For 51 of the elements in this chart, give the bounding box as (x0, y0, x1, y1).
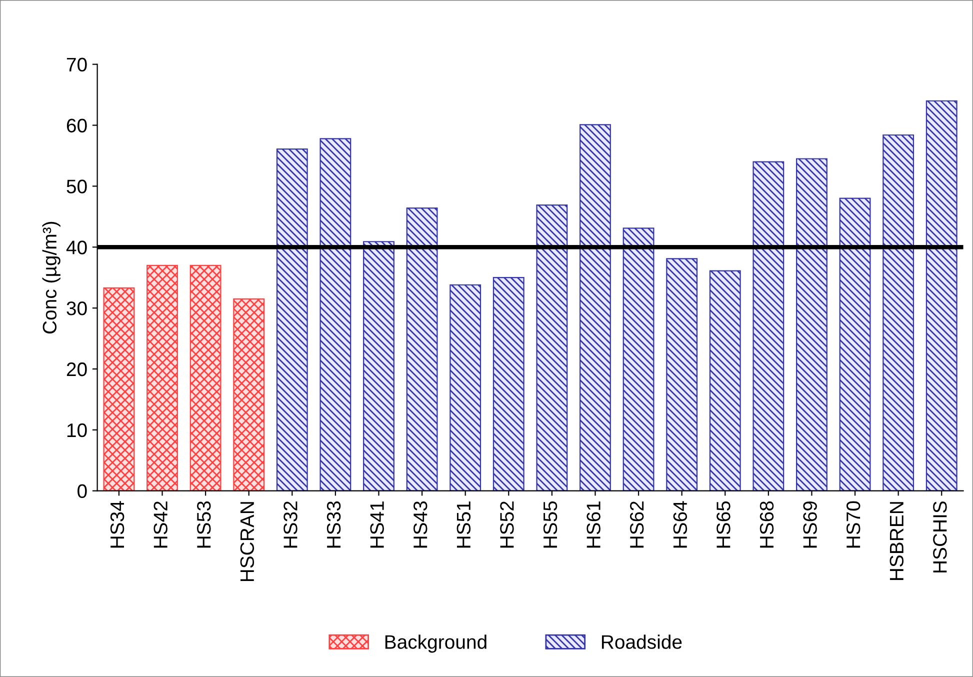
x-tick-label: HS62 (630, 502, 644, 548)
x-tick-label: HS65 (716, 501, 730, 548)
bar (536, 204, 568, 491)
bar (839, 198, 871, 491)
bar (450, 284, 482, 491)
x-tick-label: HS41 (370, 501, 384, 548)
x-tick-label: HS32 (284, 502, 298, 548)
bar (622, 228, 654, 491)
x-tick-label: HSCHIS (933, 501, 947, 572)
bar (580, 124, 611, 491)
bar (882, 134, 914, 491)
x-tick-label: HS34 (110, 501, 124, 548)
legend-label: Background (385, 634, 486, 653)
bar (190, 264, 222, 491)
x-tick-label: HS52 (500, 502, 514, 548)
bar (926, 100, 958, 491)
bar (146, 264, 178, 491)
x-tick-label: HS70 (846, 501, 860, 548)
y-tick-label: 70 (66, 58, 87, 72)
x-tick-label: HS51 (456, 501, 471, 548)
bar (492, 277, 524, 491)
y-axis-title: Conc (µg/m³) (42, 222, 60, 334)
x-tick-label: HS69 (803, 501, 817, 548)
x-tick-label: HS68 (760, 501, 774, 548)
x-tick-label: HS61 (586, 501, 600, 548)
y-tick-label: 50 (66, 180, 87, 194)
bar (796, 158, 828, 491)
bar (276, 148, 308, 491)
y-tick-label: 0 (78, 484, 87, 498)
bar (709, 270, 741, 491)
x-tick-label: HS55 (543, 501, 558, 548)
x-tick-label: HS53 (196, 501, 211, 548)
y-tick-label: 30 (66, 302, 87, 316)
y-tick-label: 10 (67, 423, 87, 438)
x-tick-label: HSBREN (890, 502, 904, 580)
x-tick-label: HS43 (413, 501, 428, 548)
y-tick-label: 20 (66, 362, 87, 376)
x-tick-label: HS64 (673, 501, 688, 548)
y-tick-label: 40 (66, 240, 87, 254)
x-tick-label: HSCRAN (240, 502, 254, 582)
legend-label: Roadside (602, 634, 682, 649)
bar (666, 258, 698, 491)
x-tick-label: HS42 (154, 502, 168, 548)
bar (103, 287, 135, 491)
bar (363, 241, 394, 491)
x-tick-label: HS33 (326, 501, 341, 548)
bar (320, 138, 352, 491)
y-tick-label: 60 (66, 118, 87, 132)
bar (406, 208, 438, 491)
bar (233, 298, 265, 491)
bar (752, 161, 784, 491)
